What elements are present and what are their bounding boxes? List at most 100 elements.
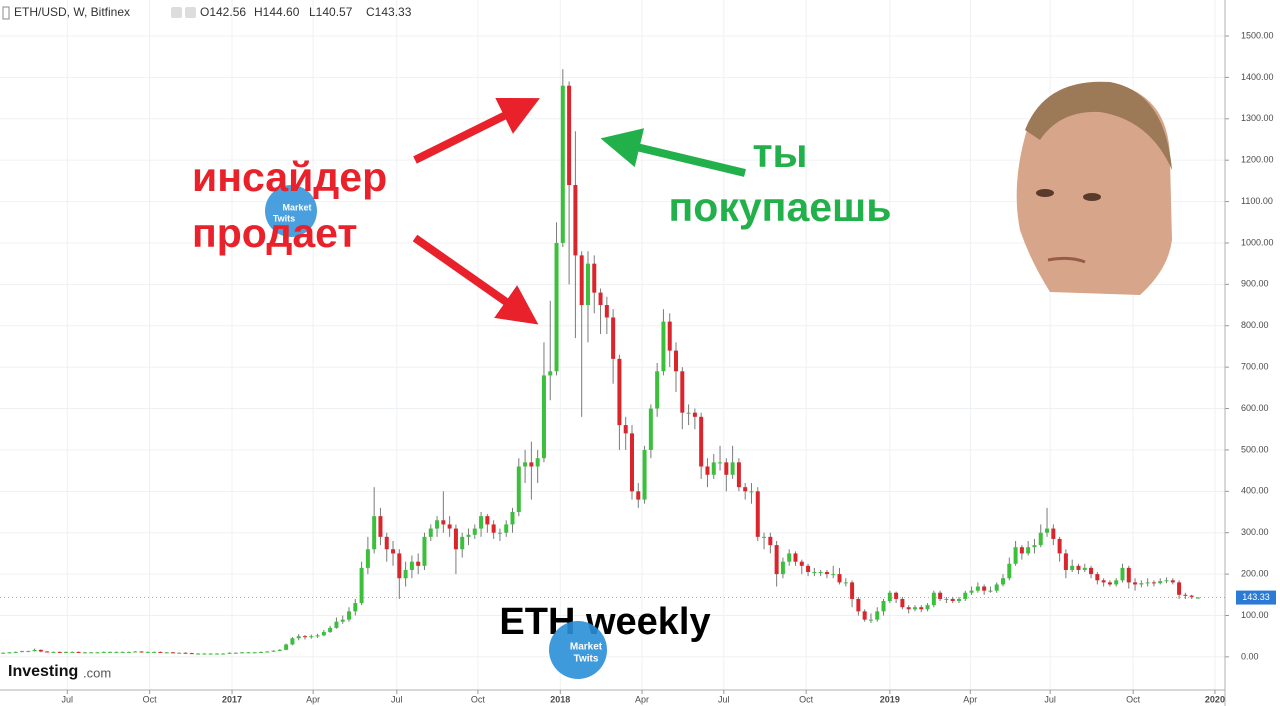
candle-body	[667, 321, 672, 351]
candle-body	[919, 607, 924, 610]
candle-body	[328, 627, 333, 633]
candle-body	[252, 652, 257, 654]
candle-body	[1095, 574, 1100, 581]
candle-body	[567, 85, 572, 186]
candle-body	[101, 651, 106, 653]
candle-body	[762, 536, 767, 538]
candle-body	[126, 651, 131, 653]
candle-body	[994, 584, 999, 591]
candle-body	[1082, 567, 1087, 570]
candle-body	[705, 466, 710, 475]
candle-body	[1063, 553, 1068, 570]
candle-body	[799, 561, 804, 566]
candle-body	[428, 528, 433, 537]
mouth	[1047, 256, 1086, 264]
candle-body	[1026, 547, 1031, 554]
candle-body	[416, 561, 421, 566]
candle-body	[114, 651, 119, 653]
face-image	[1016, 81, 1172, 295]
candle-body	[680, 371, 685, 413]
x-tick-label: Oct	[1126, 694, 1141, 704]
caption: ETH weekly	[499, 601, 710, 643]
candle-body	[13, 651, 18, 653]
candle-body	[1089, 567, 1094, 575]
candle-body	[1183, 594, 1188, 596]
candle-body	[548, 371, 553, 376]
candle-body	[636, 491, 641, 500]
candle-body	[755, 491, 760, 537]
x-tick-label: 2017	[222, 694, 242, 704]
y-tick-label: 0.00	[1241, 651, 1259, 661]
candle-body	[812, 572, 817, 574]
y-tick-label: 100.00	[1241, 610, 1269, 620]
candle-body	[655, 371, 660, 409]
candle-body	[824, 572, 829, 575]
candle-body	[894, 592, 899, 599]
candle-body	[1120, 567, 1125, 581]
y-tick-label: 600.00	[1241, 403, 1269, 413]
candle-body	[868, 619, 873, 621]
x-tick-label: Apr	[306, 694, 320, 704]
candle-body	[202, 653, 207, 655]
x-tick-label: Oct	[471, 694, 486, 704]
candle-body	[271, 650, 276, 652]
candle-body	[975, 586, 980, 591]
candle-body	[359, 567, 364, 604]
candle-body	[70, 651, 75, 653]
arrow	[413, 97, 540, 164]
candle-body	[1070, 565, 1075, 570]
candle-body	[353, 603, 358, 612]
candle-body	[51, 651, 56, 653]
candle-body	[26, 651, 31, 653]
candle-body	[491, 524, 496, 533]
candle-body	[183, 652, 188, 654]
candle-body	[284, 644, 289, 650]
header-icon	[185, 7, 196, 18]
candle-body	[82, 652, 87, 654]
candle-body	[164, 652, 169, 654]
candles	[1, 69, 1200, 655]
eye	[1036, 189, 1054, 197]
candle-body	[718, 462, 723, 464]
candle-body	[64, 651, 69, 653]
candle-body	[988, 590, 993, 592]
candle-body	[133, 651, 138, 653]
candle-body	[57, 651, 62, 653]
candle-body	[1038, 532, 1043, 546]
candle-body	[611, 317, 616, 359]
candle-body	[504, 524, 509, 533]
candle-body	[523, 462, 528, 467]
last-price-label: 143.33	[1242, 592, 1270, 602]
candle-body	[120, 651, 125, 653]
candle-body	[497, 532, 502, 534]
candle-body	[862, 611, 867, 620]
candle-body	[321, 632, 326, 636]
candle-body	[925, 605, 930, 610]
y-tick-label: 1100.00	[1241, 196, 1273, 206]
candle-body	[196, 653, 201, 655]
candle-body	[214, 653, 219, 655]
candle-body	[1076, 565, 1081, 570]
candle-body	[1158, 581, 1163, 584]
candle-body	[246, 652, 251, 654]
candle-body	[108, 651, 113, 653]
candle-body	[510, 512, 515, 525]
candle-body	[45, 651, 50, 653]
candle-body	[1170, 580, 1175, 583]
candle-body	[793, 553, 798, 562]
candle-body	[887, 592, 892, 602]
candle-body	[227, 652, 232, 654]
candle-body	[89, 652, 94, 654]
candle-body	[290, 638, 295, 645]
candle-body	[1019, 547, 1024, 554]
candle-body	[403, 569, 408, 579]
axes: 0.00 100.00 200.00 300.00 400.00 500.00 600.00…	[0, 30, 1276, 704]
x-tick-label: Jul	[391, 694, 403, 704]
candle-body	[384, 536, 389, 550]
candle-body	[139, 651, 144, 653]
candle-body	[145, 651, 150, 653]
y-tick-label: 500.00	[1241, 444, 1269, 454]
candle-body	[818, 572, 823, 574]
candle-body	[1051, 528, 1056, 539]
candle-body	[617, 358, 622, 426]
